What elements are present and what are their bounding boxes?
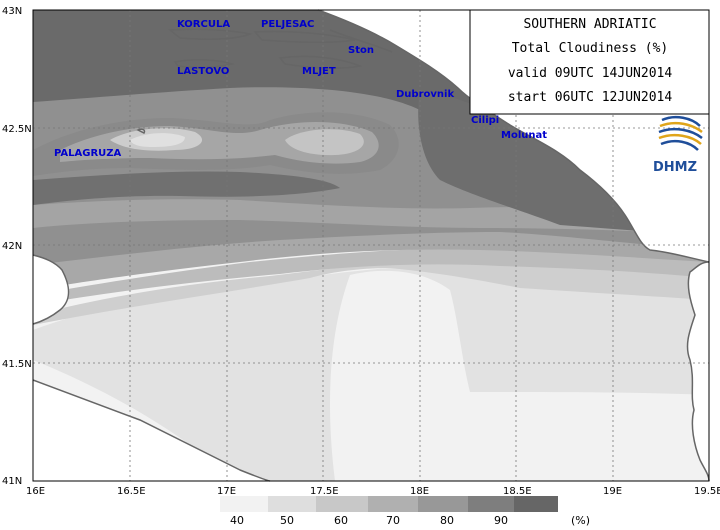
lon-label: 19.5E — [694, 486, 720, 497]
legend-level: 50 — [280, 514, 294, 527]
legend-swatch — [316, 496, 368, 512]
dhmz-logo: DHMZ — [653, 115, 703, 175]
place-label-peljesac: PELJESAC — [261, 19, 314, 30]
place-label-ston: Ston — [348, 45, 374, 56]
legend-swatch — [268, 496, 316, 512]
lon-label: 19E — [603, 486, 622, 497]
place-label-korcula: KORCULA — [177, 19, 230, 30]
lat-label: 42.5N — [2, 124, 32, 135]
legend-unit: (%) — [571, 514, 590, 527]
lat-label: 42N — [2, 241, 22, 252]
lon-label: 18E — [410, 486, 429, 497]
longitude-labels: 16E 16.5E 17E 17.5E 18E 18.5E 19E 19.5E — [26, 486, 720, 497]
latitude-labels: 43N 42.5N 42N 41.5N 41N — [2, 6, 32, 487]
dhmz-logo-mark — [658, 115, 703, 151]
lat-label: 41N — [2, 476, 22, 487]
lon-label: 17E — [217, 486, 236, 497]
lat-label: 41.5N — [2, 359, 32, 370]
lat-label: 43N — [2, 6, 22, 17]
legend-level: 70 — [386, 514, 400, 527]
legend-swatch — [368, 496, 418, 512]
lon-label: 16E — [26, 486, 45, 497]
title-line-start: start 06UTC 12JUN2014 — [508, 90, 673, 105]
place-label-dubrovnik: Dubrovnik — [396, 89, 454, 100]
title-line-region: SOUTHERN ADRIATIC — [523, 17, 656, 32]
legend-level: 40 — [230, 514, 244, 527]
title-box: SOUTHERN ADRIATIC Total Cloudiness (%) v… — [469, 9, 710, 115]
lon-label: 16.5E — [117, 486, 146, 497]
legend-level: 60 — [334, 514, 348, 527]
place-label-cilipi: Cilipi — [471, 115, 499, 126]
lat-lon-grid — [33, 10, 709, 481]
legend-level: 80 — [440, 514, 454, 527]
place-labels: KORCULA PELJESAC Ston LASTOVO MLJET Dubr… — [54, 19, 547, 159]
land-mainland — [318, 10, 709, 481]
legend-swatch — [220, 496, 268, 512]
title-line-valid: valid 09UTC 14JUN2014 — [508, 66, 673, 81]
legend-swatch — [514, 496, 558, 512]
legend-swatch — [418, 496, 468, 512]
dhmz-logo-text: DHMZ — [653, 160, 697, 175]
place-label-mljet: MLJET — [302, 66, 336, 77]
legend-level: 90 — [494, 514, 508, 527]
place-label-palagruza: PALAGRUZA — [54, 148, 122, 159]
title-line-parameter: Total Cloudiness (%) — [512, 41, 669, 56]
lon-label: 17.5E — [310, 486, 339, 497]
place-label-molunat: Molunat — [501, 130, 547, 141]
legend-swatch — [468, 496, 514, 512]
lon-label: 18.5E — [503, 486, 532, 497]
place-label-lastovo: LASTOVO — [177, 66, 229, 77]
legend: 40 50 60 70 80 90 (%) — [220, 496, 590, 527]
